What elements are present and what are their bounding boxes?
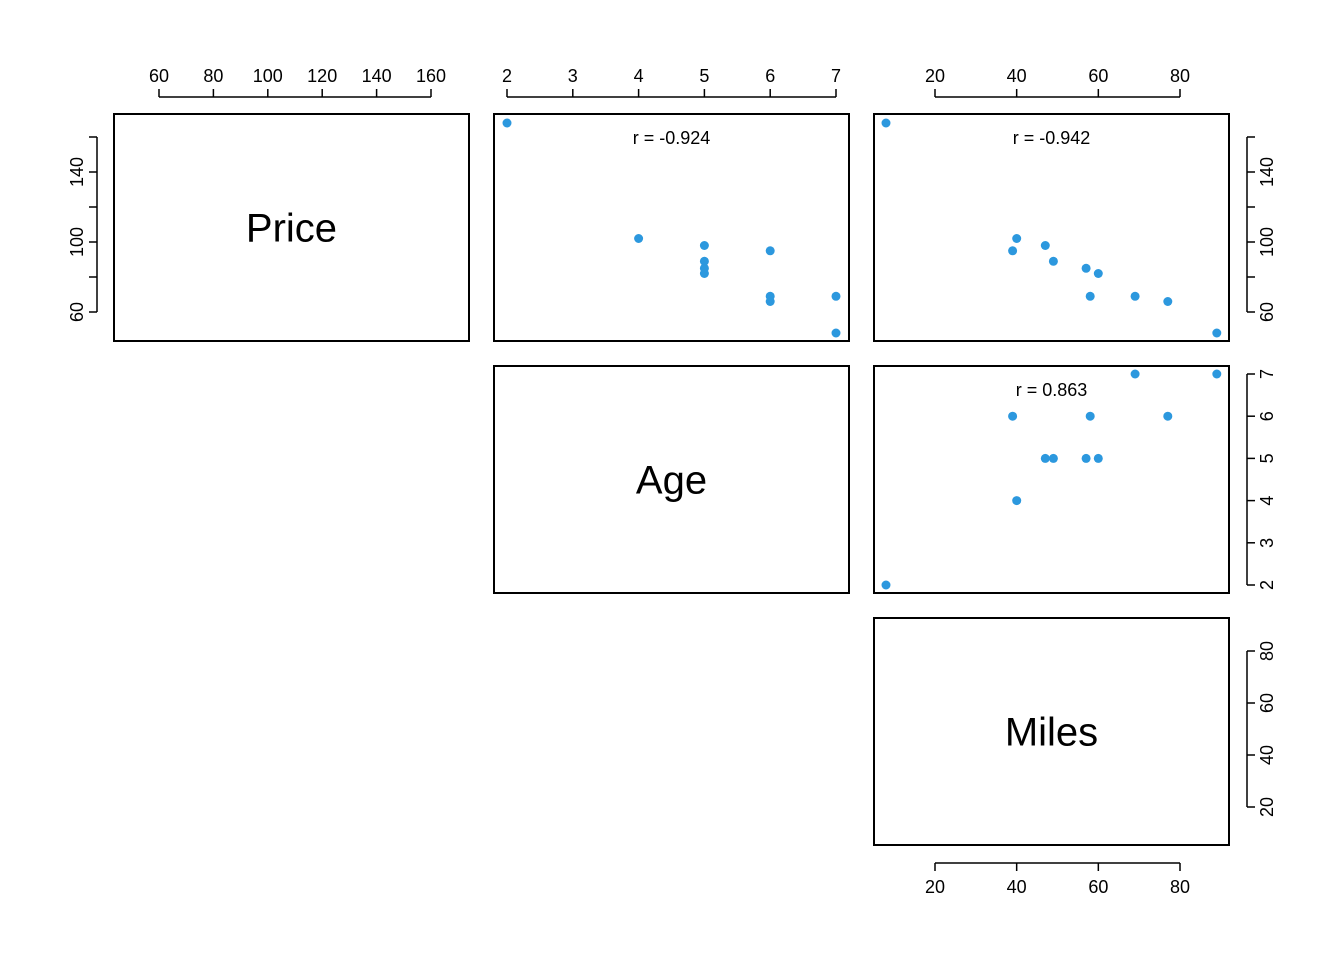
axes: 60 80 100 120 140 160 2 3 4 5 6 7 20 40 60 80 20 40 60 80 60… xyxy=(67,66,1277,897)
diagonal-panel-age xyxy=(493,365,850,594)
data-point xyxy=(1212,328,1222,338)
scatter-panel-price-vs-age xyxy=(493,113,850,342)
scatter-panel-price-vs-miles xyxy=(873,113,1230,342)
tick-label: 5 xyxy=(1257,453,1277,463)
data-point xyxy=(634,234,644,243)
variable-label-miles: Miles xyxy=(1005,711,1098,755)
data-point xyxy=(1130,291,1140,301)
tick-label: 100 xyxy=(67,227,87,257)
variable-label-age: Age xyxy=(636,459,707,503)
data-point xyxy=(1040,241,1050,250)
data-point xyxy=(1093,269,1103,278)
tick-label: 100 xyxy=(1257,227,1277,257)
tick-label: 140 xyxy=(1257,157,1277,187)
data-point xyxy=(1163,297,1173,306)
diagonal-panel-miles xyxy=(873,617,1230,846)
tick-label: 80 xyxy=(1170,66,1190,86)
tick-label: 120 xyxy=(307,66,337,86)
data-point xyxy=(699,256,709,266)
data-point xyxy=(1163,411,1173,421)
data-point xyxy=(1093,453,1103,463)
data-point xyxy=(1040,453,1050,463)
tick-label: 60 xyxy=(1257,693,1277,713)
tick-label: 4 xyxy=(634,66,644,86)
panels: Price r = -0.924 r = -0.942 Age r = 0.863 Mil… xyxy=(113,113,1230,846)
tick-label: 80 xyxy=(1257,641,1277,661)
tick-label: 6 xyxy=(765,66,775,86)
data-point xyxy=(1012,234,1022,243)
tick-label: 5 xyxy=(699,66,709,86)
tick-label: 2 xyxy=(502,66,512,86)
data-point xyxy=(699,241,709,250)
tick-label: 60 xyxy=(1088,877,1108,897)
data-point xyxy=(765,297,775,306)
tick-label: 7 xyxy=(1257,369,1277,379)
data-point xyxy=(1048,453,1058,463)
correlation-label: r = -0.924 xyxy=(633,128,711,148)
correlation-label: r = 0.863 xyxy=(1016,380,1088,400)
tick-label: 20 xyxy=(1257,797,1277,817)
variable-label-price: Price xyxy=(246,207,337,251)
data-point xyxy=(765,246,775,256)
tick-label: 60 xyxy=(67,302,87,322)
data-point xyxy=(1012,496,1022,506)
tick-label: 7 xyxy=(831,66,841,86)
tick-label: 80 xyxy=(203,66,223,86)
diagonal-panel-price xyxy=(113,113,470,342)
tick-label: 80 xyxy=(1170,877,1190,897)
tick-label: 60 xyxy=(1088,66,1108,86)
data-point xyxy=(1212,369,1222,379)
tick-label: 6 xyxy=(1257,411,1277,421)
data-point xyxy=(1085,291,1095,301)
tick-label: 3 xyxy=(568,66,578,86)
data-point xyxy=(1081,453,1091,463)
tick-label: 40 xyxy=(1007,66,1027,86)
correlation-label: r = -0.942 xyxy=(1013,128,1091,148)
data-point xyxy=(1008,411,1018,421)
data-point xyxy=(1008,246,1018,256)
tick-label: 140 xyxy=(67,157,87,187)
tick-label: 60 xyxy=(149,66,169,86)
tick-label: 160 xyxy=(416,66,446,86)
data-point xyxy=(1130,369,1140,379)
tick-label: 4 xyxy=(1257,496,1277,506)
tick-label: 40 xyxy=(1257,745,1277,765)
data-point xyxy=(1085,411,1095,421)
tick-label: 100 xyxy=(253,66,283,86)
tick-label: 140 xyxy=(362,66,392,86)
data-point xyxy=(881,118,891,128)
tick-label: 20 xyxy=(925,66,945,86)
data-point xyxy=(699,269,709,278)
data-point xyxy=(1048,256,1058,266)
tick-label: 60 xyxy=(1257,302,1277,322)
scatter-panel-age-vs-miles xyxy=(873,365,1230,594)
data-point xyxy=(831,291,841,301)
data-point xyxy=(881,580,891,590)
tick-label: 40 xyxy=(1007,877,1027,897)
data-point xyxy=(1081,263,1091,273)
data-point xyxy=(831,328,841,338)
tick-label: 3 xyxy=(1257,538,1277,548)
tick-label: 20 xyxy=(925,877,945,897)
data-point xyxy=(502,118,512,128)
tick-label: 2 xyxy=(1257,580,1277,590)
